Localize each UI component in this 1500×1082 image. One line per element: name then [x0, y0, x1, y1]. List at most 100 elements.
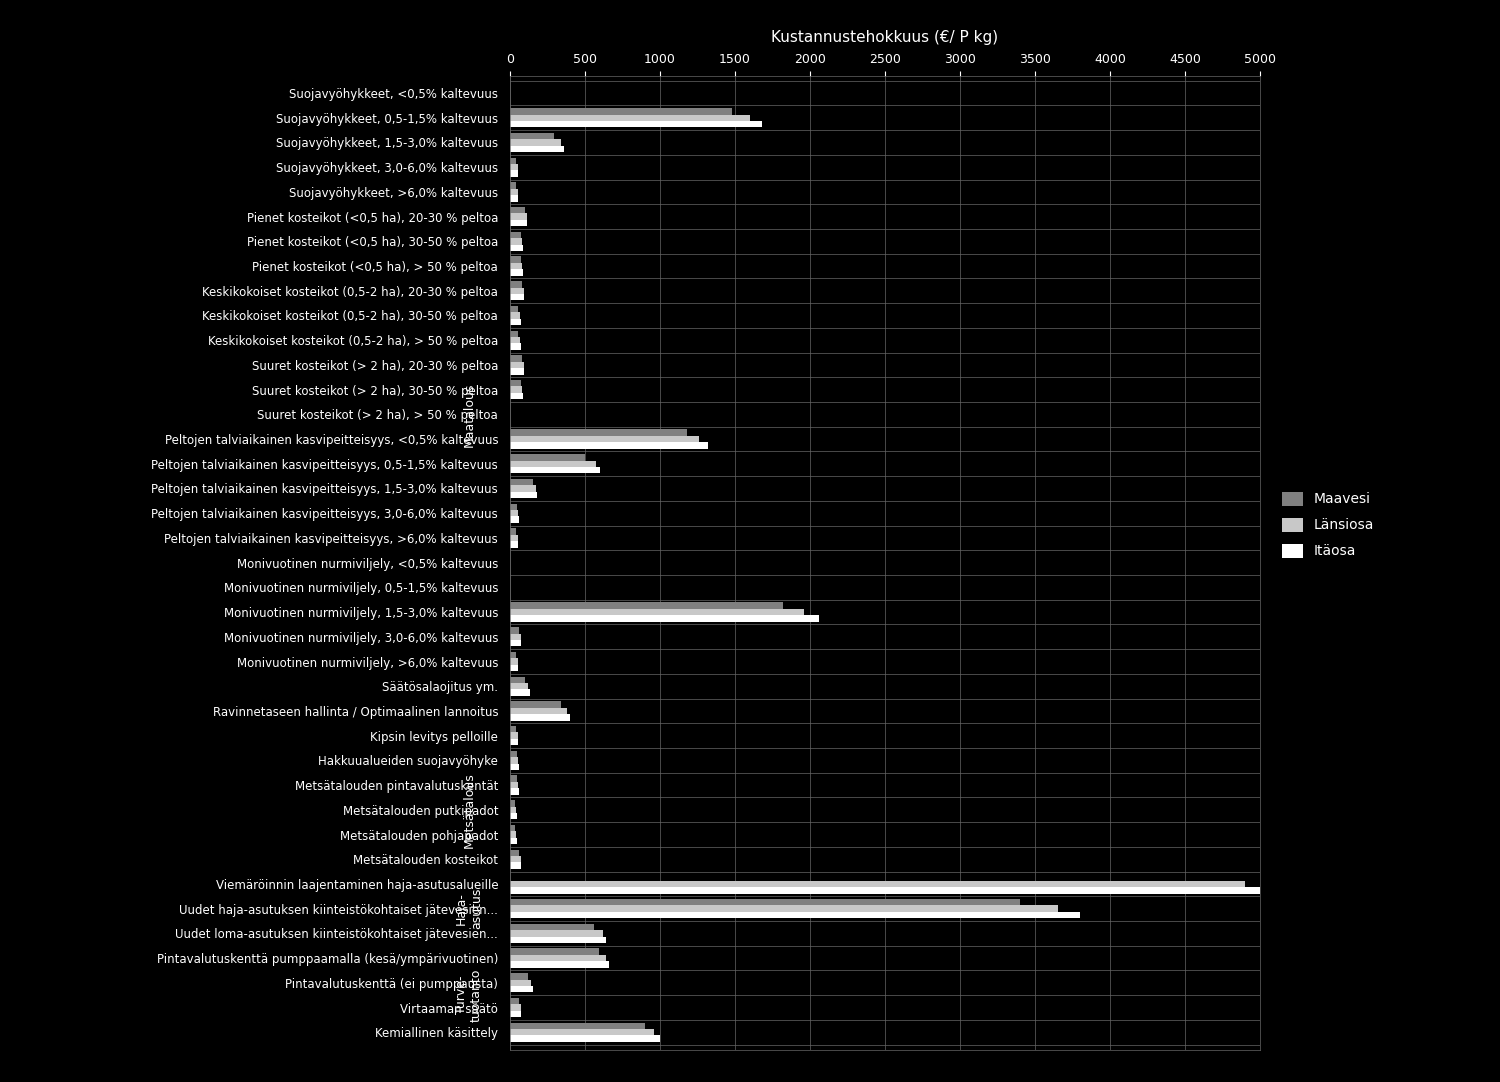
Bar	[510, 998, 519, 1004]
Bar	[510, 256, 520, 263]
Bar	[510, 856, 520, 862]
Bar	[510, 164, 518, 170]
Text: Haja-
asutus: Haja- asutus	[454, 888, 483, 929]
Bar	[510, 220, 528, 226]
Bar	[510, 528, 516, 535]
Bar	[510, 454, 585, 461]
Bar	[510, 824, 515, 831]
Bar	[510, 386, 522, 393]
Bar	[510, 689, 530, 696]
Bar	[510, 931, 603, 937]
Bar	[510, 1029, 654, 1035]
Bar	[510, 313, 519, 319]
Bar	[510, 146, 564, 153]
Bar	[510, 634, 520, 639]
Bar	[510, 906, 1058, 912]
Bar	[510, 541, 519, 547]
Bar	[510, 1022, 645, 1029]
Bar	[510, 664, 519, 671]
Bar	[510, 319, 520, 325]
Bar	[510, 955, 606, 961]
Bar	[510, 801, 515, 806]
Bar	[510, 115, 750, 121]
Bar	[510, 140, 561, 146]
Bar	[510, 133, 554, 140]
Bar	[510, 461, 596, 467]
Bar	[510, 361, 524, 368]
Bar	[510, 238, 522, 245]
Bar	[510, 1035, 660, 1042]
Bar	[510, 701, 561, 708]
Bar	[510, 726, 516, 733]
Bar	[510, 676, 525, 683]
Text: Maatalous: Maatalous	[462, 382, 476, 447]
Bar	[510, 751, 516, 757]
Bar	[510, 288, 524, 294]
Bar	[510, 1004, 520, 1011]
Bar	[510, 281, 522, 288]
Bar	[510, 986, 532, 992]
Bar	[510, 782, 519, 789]
Bar	[510, 776, 516, 782]
Bar	[510, 603, 783, 609]
Bar	[510, 862, 522, 869]
Text: Turve-
tuotanto: Turve- tuotanto	[454, 968, 483, 1021]
Bar	[510, 245, 522, 251]
Bar	[510, 651, 516, 658]
Bar	[510, 764, 519, 770]
Bar	[510, 443, 708, 449]
Bar	[510, 182, 516, 188]
Bar	[510, 436, 699, 443]
Bar	[510, 714, 570, 721]
Bar	[510, 467, 600, 474]
Bar	[510, 195, 519, 201]
Bar	[510, 849, 519, 856]
Bar	[510, 306, 519, 313]
Bar	[510, 535, 518, 541]
Bar	[510, 393, 522, 399]
Bar	[510, 479, 532, 486]
Bar	[510, 207, 525, 213]
Bar	[510, 881, 1245, 887]
Bar	[510, 516, 519, 523]
Bar	[510, 789, 519, 794]
Bar	[510, 708, 567, 714]
Bar	[510, 510, 519, 516]
Bar	[510, 368, 525, 374]
Bar	[510, 430, 687, 436]
Bar	[510, 639, 522, 646]
Bar	[510, 294, 525, 301]
Legend: Maavesi, Länsiosa, Itäosa: Maavesi, Länsiosa, Itäosa	[1282, 491, 1374, 558]
Bar	[510, 108, 732, 115]
Bar	[510, 739, 519, 745]
Text: Metsätalous: Metsätalous	[462, 771, 476, 847]
Bar	[510, 486, 536, 491]
Bar	[510, 343, 520, 349]
Bar	[510, 355, 522, 361]
Bar	[510, 232, 520, 238]
Bar	[510, 683, 528, 689]
Bar	[510, 831, 516, 837]
Bar	[510, 813, 516, 819]
Bar	[510, 158, 516, 164]
Bar	[510, 491, 537, 498]
Bar	[510, 658, 518, 664]
Bar	[510, 924, 594, 931]
Bar	[510, 263, 522, 269]
Bar	[510, 757, 519, 764]
Bar	[510, 269, 522, 276]
Bar	[510, 937, 606, 944]
Bar	[510, 837, 516, 844]
Bar	[510, 609, 804, 616]
Bar	[510, 887, 1268, 894]
Bar	[510, 380, 520, 386]
Bar	[510, 806, 516, 813]
Bar	[510, 733, 518, 739]
Bar	[510, 912, 1080, 919]
Bar	[510, 899, 1020, 906]
Bar	[510, 961, 609, 967]
Bar	[510, 949, 598, 955]
Bar	[510, 213, 526, 220]
Bar	[510, 1011, 522, 1017]
Bar	[510, 616, 819, 622]
